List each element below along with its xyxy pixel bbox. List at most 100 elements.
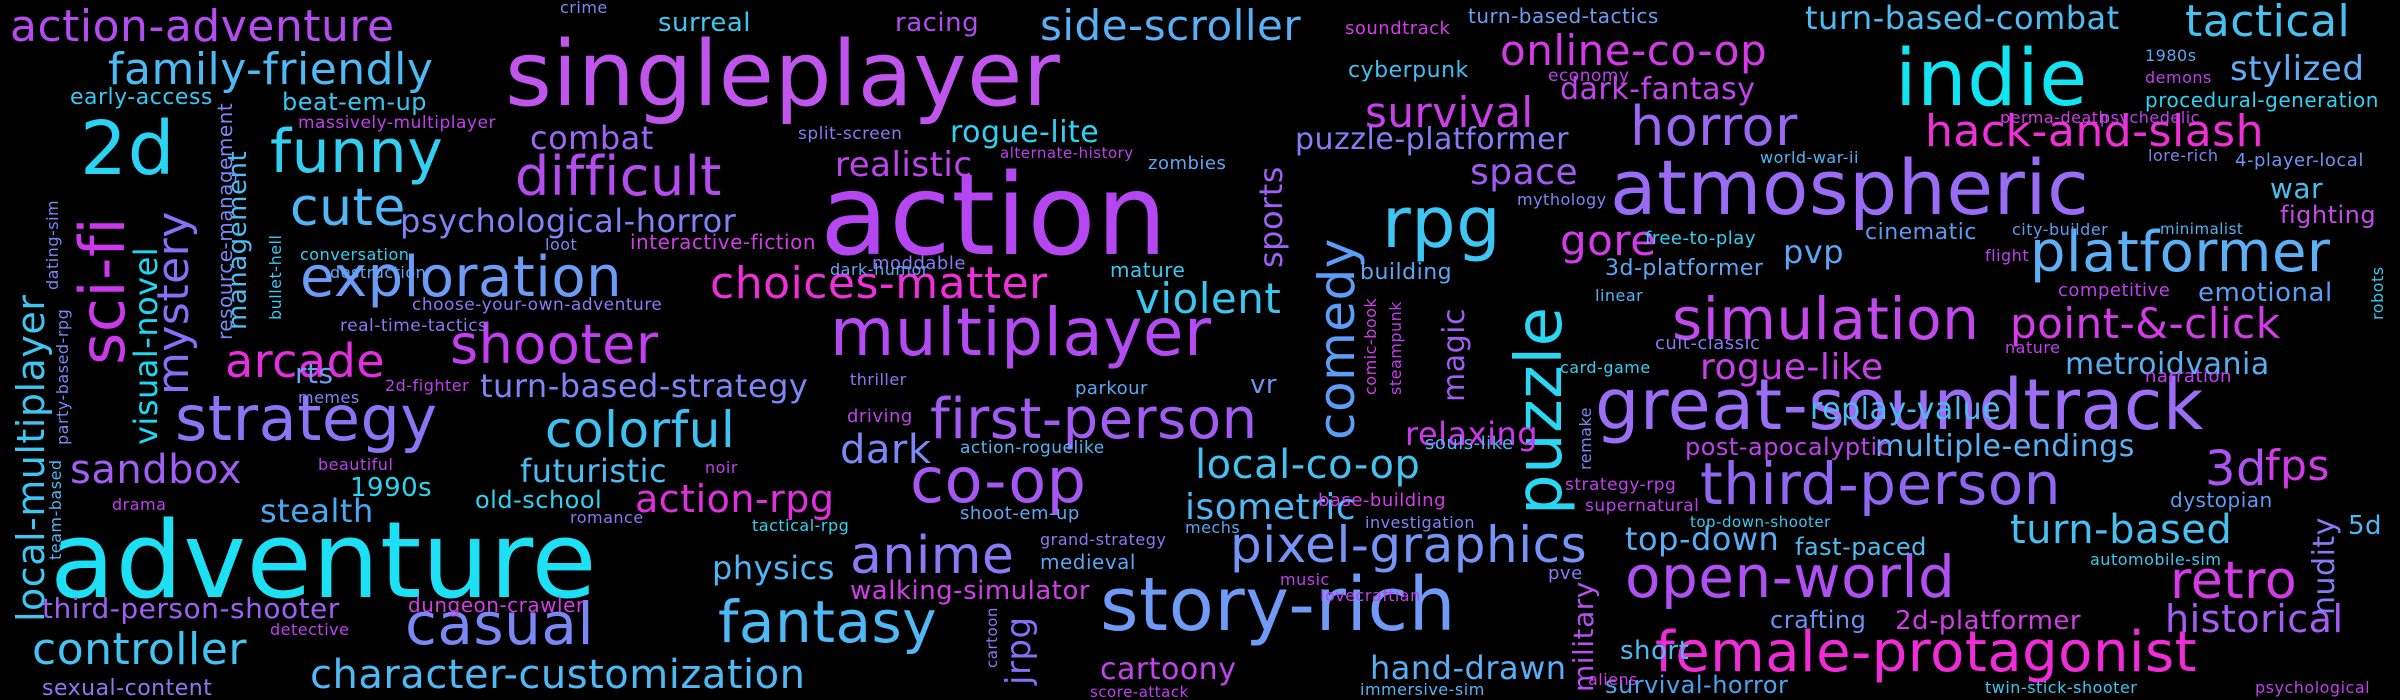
tag-crime: crime — [560, 0, 608, 17]
tag-local-multiplayer: local-multiplayer — [9, 294, 53, 622]
tag-exploration: exploration — [300, 245, 623, 310]
tag-cyberpunk: cyberpunk — [1348, 58, 1469, 83]
tag-3d: 3d — [2205, 441, 2268, 497]
tag-metroidvania: metroidvania — [2065, 347, 2270, 382]
tag-supernatural: supernatural — [1585, 496, 1700, 516]
tag-conversation: conversation — [300, 245, 410, 264]
tag-4-player-local: 4-player-local — [2235, 150, 2364, 171]
tag-bullet-hell: bullet-hell — [266, 234, 285, 320]
tag-top-down-shooter: top-down-shooter — [1690, 513, 1831, 531]
tag-building: building — [1360, 260, 1453, 285]
tag-story-rich: story-rich — [1100, 562, 1457, 648]
tag-third-person: third-person — [1700, 450, 2061, 518]
tag-demons: demons — [2145, 68, 2212, 87]
tag-magic: magic — [1437, 308, 1472, 402]
tag-interactive-fiction: interactive-fiction — [630, 230, 817, 254]
tag-hack-and-slash: hack-and-slash — [1925, 106, 2264, 157]
tag-procedural-generation: procedural-generation — [2145, 88, 2379, 112]
tag-thriller: thriller — [850, 370, 907, 389]
tag-rogue-lite: rogue-lite — [950, 115, 1100, 150]
tag-real-time-tactics: real-time-tactics — [340, 316, 488, 336]
tag-third-person-shooter: third-person-shooter — [42, 592, 340, 625]
tag-atmospheric: atmospheric — [1610, 143, 2090, 232]
tag-side-scroller: side-scroller — [1040, 1, 1302, 50]
tag-souls-like: souls-like — [1425, 433, 1514, 454]
tag-world-war-ii: world-war-ii — [1760, 148, 1859, 167]
tag-fighting: fighting — [2280, 201, 2377, 229]
tag-strategy-rpg: strategy-rpg — [1565, 475, 1677, 495]
tag-post-apocalyptic: post-apocalyptic — [1685, 433, 1892, 461]
tag-aliens: aliens — [1588, 670, 1639, 689]
tag-futuristic: futuristic — [520, 452, 668, 490]
tag-action-roguelike: action-roguelike — [960, 438, 1105, 458]
tag-score-attack: score-attack — [1090, 683, 1189, 700]
tag-fast-paced: fast-paced — [1795, 533, 1927, 561]
tag-turn-based: turn-based — [2010, 507, 2233, 553]
tag-team-based: team-based — [46, 459, 65, 560]
tag-free-to-play: free-to-play — [1645, 228, 1756, 249]
tag-funny: funny — [270, 117, 444, 187]
tag-colorful: colorful — [545, 401, 736, 459]
tag-survival: survival — [1365, 88, 1534, 137]
tag-choose-your-own-adventure: choose-your-own-adventure — [412, 295, 663, 315]
tag-cinematic: cinematic — [1865, 220, 1977, 245]
tag-comedy: comedy — [1308, 238, 1366, 440]
tag-grand-strategy: grand-strategy — [1040, 530, 1167, 549]
tag-psychological-horror: psychological-horror — [400, 202, 737, 240]
tag-action: action — [820, 151, 1168, 281]
tag-rts: rts — [295, 357, 334, 390]
tag-split-screen: split-screen — [798, 124, 903, 144]
tag-multiplayer: multiplayer — [830, 294, 1212, 371]
tag-anime: anime — [850, 526, 1015, 586]
tag-1980s: 1980s — [2145, 46, 2197, 65]
tag-horror: horror — [1630, 95, 1798, 158]
tag-strategy: strategy — [175, 382, 438, 455]
tag-investigation: investigation — [1365, 513, 1476, 532]
tag-minimalist: minimalist — [2160, 220, 2244, 238]
tag-puzzle-platformer: puzzle-platformer — [1295, 122, 1569, 157]
tag-cult-classic: cult-classic — [1655, 333, 1761, 354]
tag-retro: retro — [2170, 551, 2298, 611]
tag-lovecraftian: lovecraftian — [1320, 586, 1421, 605]
tag-point-&-click: point-&-click — [2010, 299, 2281, 348]
tag-casual: casual — [405, 590, 595, 658]
tag-zombies: zombies — [1148, 153, 1227, 174]
tag-dark-fantasy: dark-fantasy — [1560, 72, 1756, 107]
tag-beat-em-up: beat-em-up — [282, 88, 428, 116]
tag-economy: economy — [1548, 66, 1630, 86]
tag-romance: romance — [570, 508, 644, 527]
tag-historical: historical — [2165, 597, 2344, 641]
tag-automobile-sim: automobile-sim — [2090, 550, 2222, 569]
tag-fantasy: fantasy — [718, 588, 938, 656]
tag-dark: dark — [840, 427, 932, 473]
tag-mythology: mythology — [1517, 190, 1607, 209]
tag-early-access: early-access — [70, 85, 213, 110]
tag-racing: racing — [895, 8, 980, 38]
tag-soundtrack: soundtrack — [1345, 18, 1451, 39]
tag-psychedelic: psychedelic — [2100, 108, 2200, 127]
tag-nudity: nudity — [2307, 517, 2342, 615]
tag-robots: robots — [2368, 266, 2387, 320]
tag-cartoony: cartoony — [1100, 652, 1237, 687]
tag-comic-book: comic-book — [1361, 297, 1380, 395]
tag-action-adventure: action-adventure — [10, 1, 395, 52]
tag-emotional: emotional — [2198, 278, 2333, 308]
tag-local-co-op: local-co-op — [1195, 442, 1421, 488]
tag-2d-platformer: 2d-platformer — [1895, 606, 2082, 636]
tag-rogue-like: rogue-like — [1700, 347, 1884, 388]
tag-gore: gore — [1560, 216, 1657, 265]
tag-sandbox: sandbox — [70, 447, 242, 493]
tag-choices-matter: choices-matter — [710, 258, 1048, 309]
tag-old-school: old-school — [475, 486, 603, 514]
tag-noir: noir — [705, 458, 738, 477]
tag-great-soundtrack: great-soundtrack — [1595, 364, 2204, 446]
tag-controller: controller — [32, 624, 247, 675]
tag-sports: sports — [1252, 166, 1290, 268]
tag-drama: drama — [112, 495, 167, 514]
tag-lore-rich: lore-rich — [2148, 146, 2219, 165]
tag-family-friendly: family-friendly — [108, 44, 434, 95]
tag-2d: 2d — [80, 106, 176, 192]
tag-pvp: pvp — [1783, 233, 1845, 271]
tag-relaxing: relaxing — [1405, 415, 1539, 453]
